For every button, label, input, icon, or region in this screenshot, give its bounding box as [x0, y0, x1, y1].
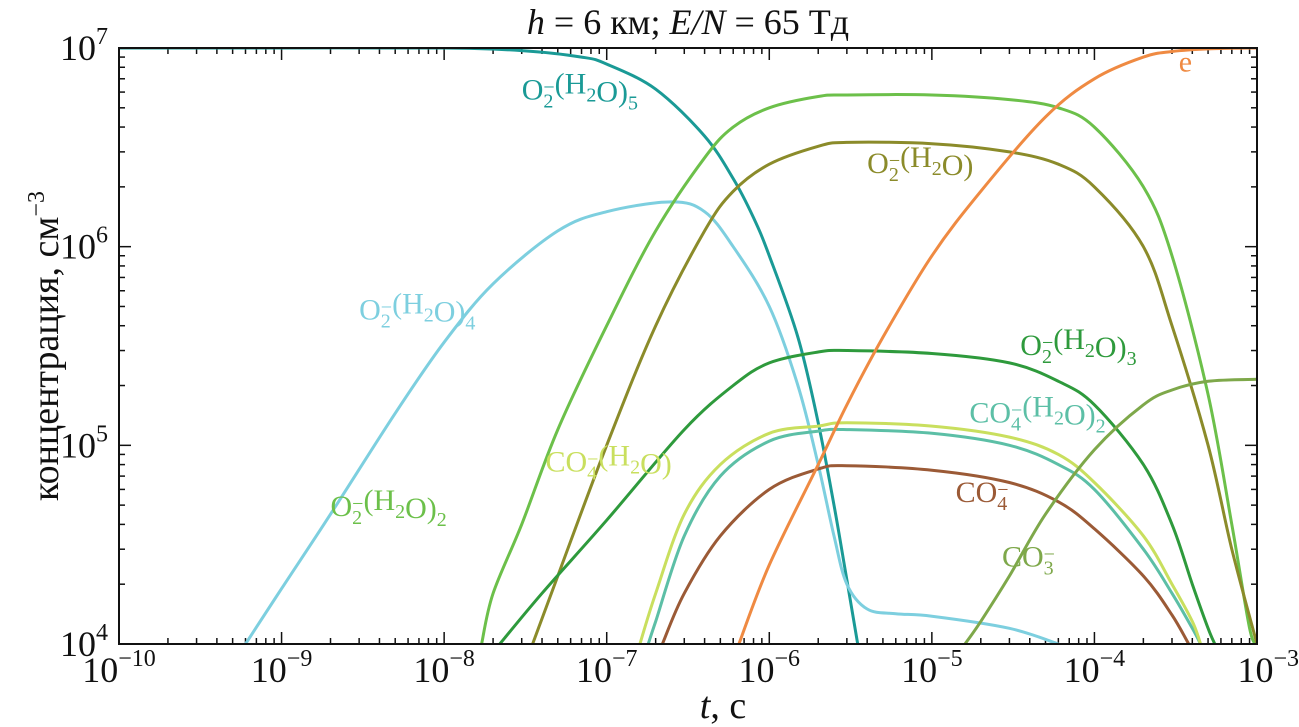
- y-tick-label: 105: [60, 421, 108, 465]
- series-label: CO3−: [1002, 541, 1055, 580]
- series-line: [646, 427, 1202, 644]
- series-line: [498, 348, 1217, 644]
- chart-title: h = 6 км; E/N = 65 Тд: [527, 2, 849, 42]
- x-tick-label: 10−4: [1064, 646, 1126, 690]
- series-label: e: [1179, 46, 1192, 79]
- y-tick-label: 106: [60, 223, 108, 267]
- series-line: [119, 48, 860, 644]
- series-label: CO4−(H2O): [545, 439, 671, 484]
- series-label: O2−(H2O)3: [1020, 323, 1136, 370]
- series-labels: O2−(H2O)5 O2−(H2O)4 O2−(H2O)2 O2−(H2O) O2−(H…: [331, 46, 1193, 580]
- y-axis-label: концентрация, см−3: [24, 191, 67, 501]
- series-line: [661, 464, 1190, 644]
- series-line: [531, 140, 1257, 644]
- x-tick-label: 10−9: [251, 646, 313, 690]
- x-tick-label: 10−10: [82, 646, 156, 690]
- series-label: O2−(H2O)2: [331, 484, 447, 531]
- series-line: [244, 200, 1059, 644]
- x-tick-label: 10−8: [413, 646, 475, 690]
- series-line: [737, 48, 1257, 644]
- x-tick-label: 10−6: [739, 646, 801, 690]
- x-axis-label: t, с: [700, 685, 746, 727]
- series-line: [480, 93, 1257, 644]
- series-label: O2−(H2O): [867, 141, 973, 186]
- x-tick-label: 10−7: [576, 646, 638, 690]
- series-label: CO4−(H2O)2: [969, 391, 1105, 438]
- series-lines: [119, 48, 1257, 644]
- series-line: [963, 377, 1257, 644]
- series-label: CO4−: [956, 476, 1009, 515]
- x-tick-label: 10−3: [1237, 646, 1299, 690]
- plot-frame: [118, 47, 1258, 645]
- axis-tick-labels: 10−10 10−9 10−8 10−7 10−6 10−5 10−4 10−3 104 105 1…: [60, 24, 1299, 690]
- y-tick-label: 104: [60, 620, 108, 664]
- x-tick-label: 10−5: [901, 646, 963, 690]
- series-label: O2−(H2O)4: [359, 287, 475, 334]
- series-label: O2−(H2O)5: [522, 68, 638, 115]
- y-tick-label: 107: [60, 24, 108, 68]
- series-line: [638, 421, 1203, 644]
